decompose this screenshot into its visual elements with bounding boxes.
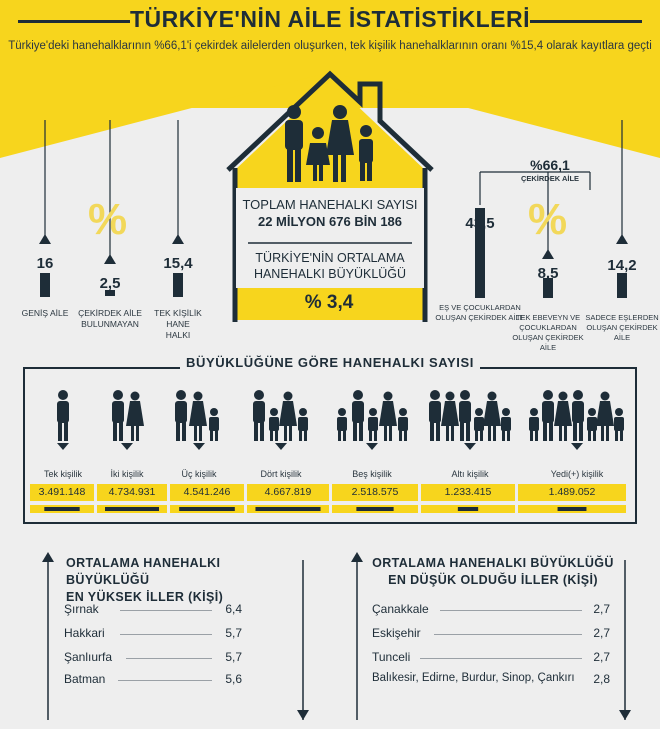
page-subtitle: Türkiye'deki hanehalklarının %66,1'i çek… bbox=[8, 40, 652, 52]
province-name: Şırnak bbox=[64, 602, 99, 616]
percent-watermark-right: % bbox=[528, 195, 568, 244]
right-stat-value: 8,5 bbox=[537, 265, 559, 282]
percent-watermark-left: % bbox=[88, 195, 128, 244]
row-divider bbox=[434, 634, 582, 635]
province-value: 5,7 bbox=[225, 650, 242, 664]
one-person-icon bbox=[57, 390, 69, 450]
size-category-value: 3.491.148 bbox=[30, 484, 94, 501]
house-roof-graphic bbox=[0, 70, 660, 322]
proportion-bar-fill bbox=[356, 507, 394, 511]
province-name: Şanlıurfa bbox=[64, 650, 113, 664]
province-name: Çanakkale bbox=[372, 602, 429, 616]
row-divider bbox=[118, 680, 212, 681]
left-stat-label: ÇEKİRDEK AİLE BULUNMAYAN bbox=[78, 308, 142, 329]
size-category-label: Tek kişilik bbox=[43, 469, 82, 479]
average-size-value: % 3,4 bbox=[258, 288, 400, 318]
seven-person-icon bbox=[529, 390, 624, 450]
two-person-icon bbox=[112, 390, 144, 450]
average-size-label-line1: TÜRKİYE'NİN ORTALAMA bbox=[255, 251, 405, 265]
five-person-icon bbox=[337, 390, 408, 450]
three-person-icon bbox=[175, 390, 219, 450]
proportion-bar-fill bbox=[457, 507, 479, 511]
right-stat-value: 14,2 bbox=[607, 257, 637, 274]
lowest-title-line2: EN DÜŞÜK OLDUĞU İLLER (KİŞİ) bbox=[388, 573, 598, 587]
lowest-title-line1: ORTALAMA HANEHALKI BÜYÜKLÜĞÜ bbox=[372, 556, 614, 570]
size-category-label: Yedi(+) kişilik bbox=[550, 469, 604, 479]
row-divider bbox=[420, 658, 582, 659]
province-value: 2,7 bbox=[593, 602, 610, 616]
proportion-bar-fill bbox=[105, 507, 159, 511]
province-name: Tunceli bbox=[372, 650, 411, 664]
household-size-icons bbox=[57, 390, 624, 450]
left-stat-label: TEK KİŞİLİK HANE HALKI bbox=[154, 308, 202, 340]
province-value: 6,4 bbox=[225, 602, 242, 616]
left-stat-pointers bbox=[39, 120, 184, 297]
bottom-frames bbox=[42, 552, 631, 720]
page-title: TÜRKİYE'NİN AİLE İSTATİSTİKLERİ bbox=[129, 6, 531, 32]
left-stat-value: 2,5 bbox=[99, 275, 121, 292]
size-category-value: 4.734.931 bbox=[97, 484, 167, 501]
left-stat-value: 15,4 bbox=[163, 255, 193, 272]
province-value: 2,8 bbox=[593, 672, 610, 686]
highest-provinces-title: ORTALAMA HANEHALKI BÜYÜKLÜĞÜ EN YÜKSEK İ… bbox=[66, 555, 296, 606]
size-category-label: Beş kişilik bbox=[352, 469, 392, 479]
row-divider bbox=[126, 658, 212, 659]
size-proportion-bars bbox=[30, 505, 626, 513]
highest-title-line2: EN YÜKSEK İLLER (KİŞİ) bbox=[66, 590, 224, 604]
proportion-bar-fill bbox=[255, 507, 321, 511]
row-divider bbox=[120, 634, 212, 635]
four-person-icon bbox=[253, 390, 308, 450]
province-value: 5,7 bbox=[225, 626, 242, 640]
row-divider bbox=[120, 610, 212, 611]
right-stat-label: EŞ VE ÇOCUKLARDAN OLUŞAN ÇEKİRDEK AİLE bbox=[435, 303, 525, 322]
size-category-label: Altı kişilik bbox=[451, 469, 489, 479]
title-rule-right bbox=[530, 20, 642, 23]
right-stat-value: 43,5 bbox=[465, 215, 495, 232]
size-category-label: Üç kişilik bbox=[181, 469, 217, 479]
proportion-bar-fill bbox=[44, 507, 80, 511]
province-name: Balıkesir, Edirne, Burdur, Sinop, Çankır… bbox=[372, 672, 575, 684]
size-category-value: 1.233.415 bbox=[421, 484, 515, 501]
proportion-bar-fill bbox=[179, 507, 235, 511]
province-name: Hakkari bbox=[64, 626, 105, 640]
lowest-provinces-title: ORTALAMA HANEHALKI BÜYÜKLÜĞÜ EN DÜŞÜK OL… bbox=[368, 555, 618, 589]
by-size-title: BÜYÜKLÜĞÜNE GÖRE HANEHALKI SAYISI bbox=[185, 355, 474, 370]
total-households-label: TOPLAM HANEHALKI SAYISI bbox=[242, 197, 418, 212]
core-family-value: %66,1 bbox=[530, 157, 570, 173]
right-stat-pointers bbox=[475, 120, 628, 298]
by-size-frame bbox=[23, 360, 637, 524]
size-category-value: 2.518.575 bbox=[332, 484, 418, 501]
title-rule-left bbox=[18, 20, 130, 23]
size-category-value: 1.489.052 bbox=[518, 484, 626, 501]
core-family-label: ÇEKİRDEK AİLE bbox=[520, 174, 580, 183]
size-category-value: 4.667.819 bbox=[247, 484, 329, 501]
size-category-label: İki kişilik bbox=[110, 469, 144, 479]
family-icon bbox=[285, 105, 373, 182]
right-stat-label: TEK EBEVEYN VE ÇOCUKLARDAN OLUŞAN ÇEKİRD… bbox=[512, 313, 584, 352]
proportion-bar-fill bbox=[557, 507, 587, 511]
province-name: Eskişehir bbox=[372, 626, 421, 640]
province-value: 2,7 bbox=[593, 626, 610, 640]
right-stat-label: SADECE EŞLERDEN OLUŞAN ÇEKİRDEK AİLE bbox=[585, 313, 659, 342]
highest-title-line1: ORTALAMA HANEHALKI BÜYÜKLÜĞÜ bbox=[66, 556, 221, 587]
size-category-label: Dört kişilik bbox=[260, 469, 302, 479]
six-person-icon bbox=[429, 390, 511, 450]
left-stat-value: 16 bbox=[36, 255, 54, 272]
size-category-value: 4.541.246 bbox=[170, 484, 244, 501]
average-size-label: TÜRKİYE'NİN ORTALAMA HANEHALKI BÜYÜKLÜĞÜ bbox=[235, 250, 425, 282]
province-name: Batman bbox=[64, 672, 106, 686]
average-size-label-line2: HANEHALKI BÜYÜKLÜĞÜ bbox=[253, 267, 407, 281]
province-value: 2,7 bbox=[593, 650, 610, 664]
row-divider bbox=[440, 610, 582, 611]
total-households-value: 22 MİLYON 676 BİN 186 bbox=[257, 214, 403, 229]
left-stat-label: GENİŞ AİLE bbox=[21, 308, 69, 318]
province-value: 5,6 bbox=[225, 672, 242, 686]
